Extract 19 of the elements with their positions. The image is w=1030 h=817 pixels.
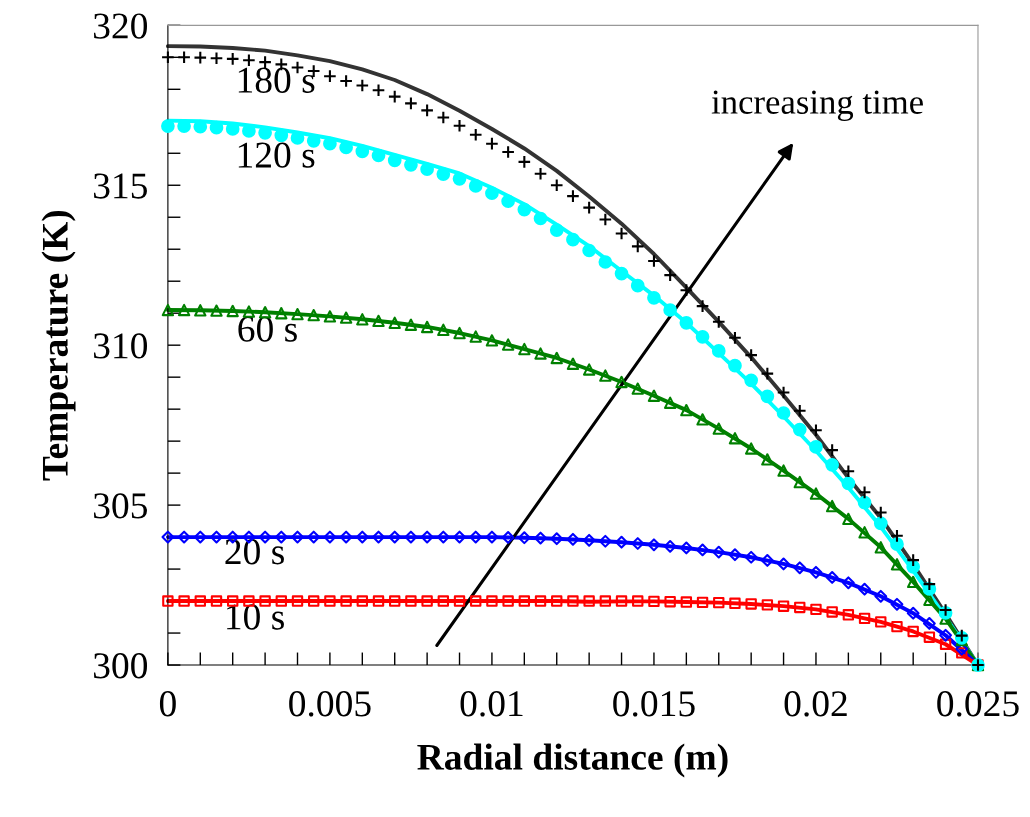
x-tick-label: 0.02 xyxy=(784,691,847,717)
y-tick-label: 305 xyxy=(93,493,147,519)
x-axis-title: Radial distance (m) xyxy=(417,743,728,778)
y-tick-label: 320 xyxy=(93,13,148,39)
annotation: increasing time xyxy=(711,90,923,122)
x-tick-label: 0.025 xyxy=(937,691,1019,717)
y-tick-label: 300 xyxy=(93,653,148,679)
y-tick-label: 310 xyxy=(93,333,148,359)
annotation: 20 s xyxy=(225,539,284,565)
y-axis-title: Temperature (K) xyxy=(41,210,76,481)
x-tick-label: 0 xyxy=(159,691,176,717)
annotation: 120 s xyxy=(238,142,315,168)
x-tick-label: 0.005 xyxy=(289,691,371,717)
annotation: 60 s xyxy=(238,316,297,342)
x-tick-label: 0.01 xyxy=(460,691,523,717)
annotation: 10 s xyxy=(227,604,284,630)
y-tick-label: 315 xyxy=(93,173,147,199)
x-tick-label: 0.015 xyxy=(613,691,695,717)
annotation: 180 s xyxy=(238,67,315,93)
